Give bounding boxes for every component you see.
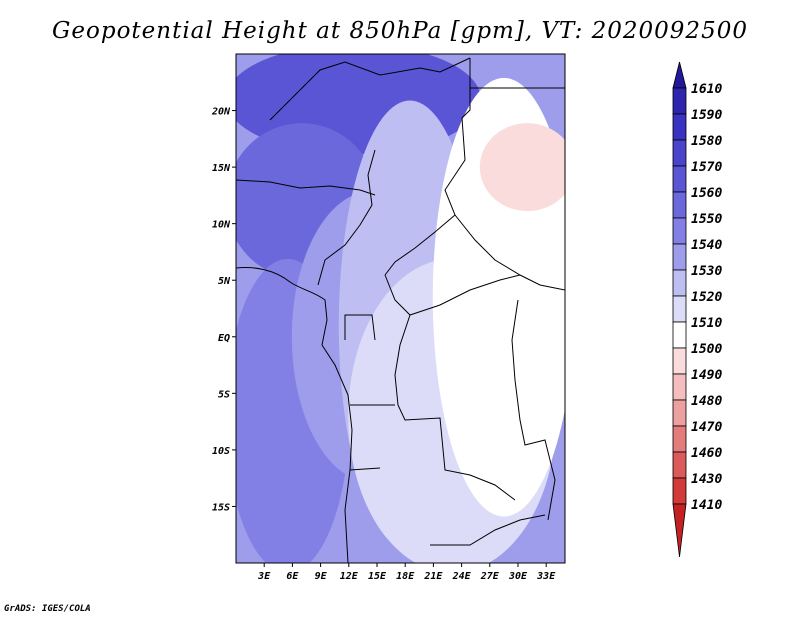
colorbar-label: 1580 [691,134,722,149]
colorbar-segment [672,269,687,297]
colorbar-label: 1430 [691,472,722,487]
x-tick-label: 3E [257,571,271,582]
colorbar-segment [672,243,687,271]
colorbar-segment [672,191,687,219]
colorbar: 1610 1590 1580 1570 1560 1550 1540 1530 1520 1510… [672,61,722,558]
x-tick-label: 21E [423,571,443,582]
height-contour-region [479,123,565,212]
colorbar-segment [672,425,687,453]
colorbar-label: 1490 [691,368,722,383]
x-tick-label: 6E [286,571,299,582]
colorbar-label: 1560 [691,186,722,201]
x-tick-label: 33E [536,571,556,582]
colorbar-label: 1510 [691,316,722,331]
colorbar-segment [672,451,687,479]
y-tick-label: 15N [212,163,231,174]
x-tick-label: 9E [315,571,328,582]
colorbar-segment [672,503,687,558]
colorbar-label: 1500 [691,342,722,357]
colorbar-label: 1470 [691,420,722,435]
colorbar-label: 1530 [691,264,722,279]
x-tick-label: 24E [452,571,472,582]
colorbar-label: 1570 [691,160,722,175]
map-frame [235,53,566,564]
colorbar-segment [672,477,687,505]
border-line [349,404,546,546]
border-line [384,58,471,276]
x-tick-label: 27E [480,571,500,582]
colorbar-segment [672,399,687,427]
colorbar-segment [672,321,687,349]
colorbar-segment [672,113,687,141]
border-line [394,314,516,501]
colorbar-segment [672,347,687,375]
border-line [317,149,376,286]
colorbar-label: 1550 [691,212,722,227]
height-field [236,54,565,563]
colorbar-segment [672,165,687,193]
x-tick-label: 15E [368,571,387,582]
x-axis: 3E 6E 9E 12E 15E 18E 21E 24E 27E 30E 33E [257,563,556,582]
colorbar-label: 1410 [691,498,722,513]
y-tick-label: 5N [218,276,231,287]
colorbar-label: 1480 [691,394,722,409]
colorbar-segment [672,217,687,245]
country-borders [236,57,565,563]
y-axis: 20N 15N 10N 5N EQ 5S 10S 15S [211,107,236,513]
colorbar-segment [672,139,687,167]
colorbar-label: 1460 [691,446,722,461]
colorbar-label: 1610 [691,82,722,97]
border-line [236,179,376,196]
colorbar-segment [672,61,687,89]
colorbar-label: 1520 [691,290,722,305]
y-tick-label: 5S [218,389,230,400]
border-line [511,299,556,521]
border-line [344,87,565,341]
x-tick-label: 12E [340,571,359,582]
border-line [454,214,565,291]
x-tick-label: 30E [508,571,528,582]
border-line [269,57,471,121]
y-tick-label: 10S [212,446,230,457]
coastline [236,267,353,563]
colorbar-label: 1590 [691,108,722,123]
chart-title: Geopotential Height at 850hPa [gpm], VT:… [52,18,748,44]
y-tick-label: 15S [212,502,230,513]
x-tick-label: 18E [396,571,415,582]
colorbar-segment [672,295,687,323]
colorbar-label: 1540 [691,238,722,253]
y-tick-label: 10N [212,220,231,231]
y-tick-label: 20N [211,107,231,118]
border-line [384,274,521,316]
colorbar-segment [672,87,687,115]
y-tick-label: EQ [218,333,230,344]
colorbar-segment [672,373,687,401]
grads-credit: GrADS: IGES/COLA [4,604,91,614]
